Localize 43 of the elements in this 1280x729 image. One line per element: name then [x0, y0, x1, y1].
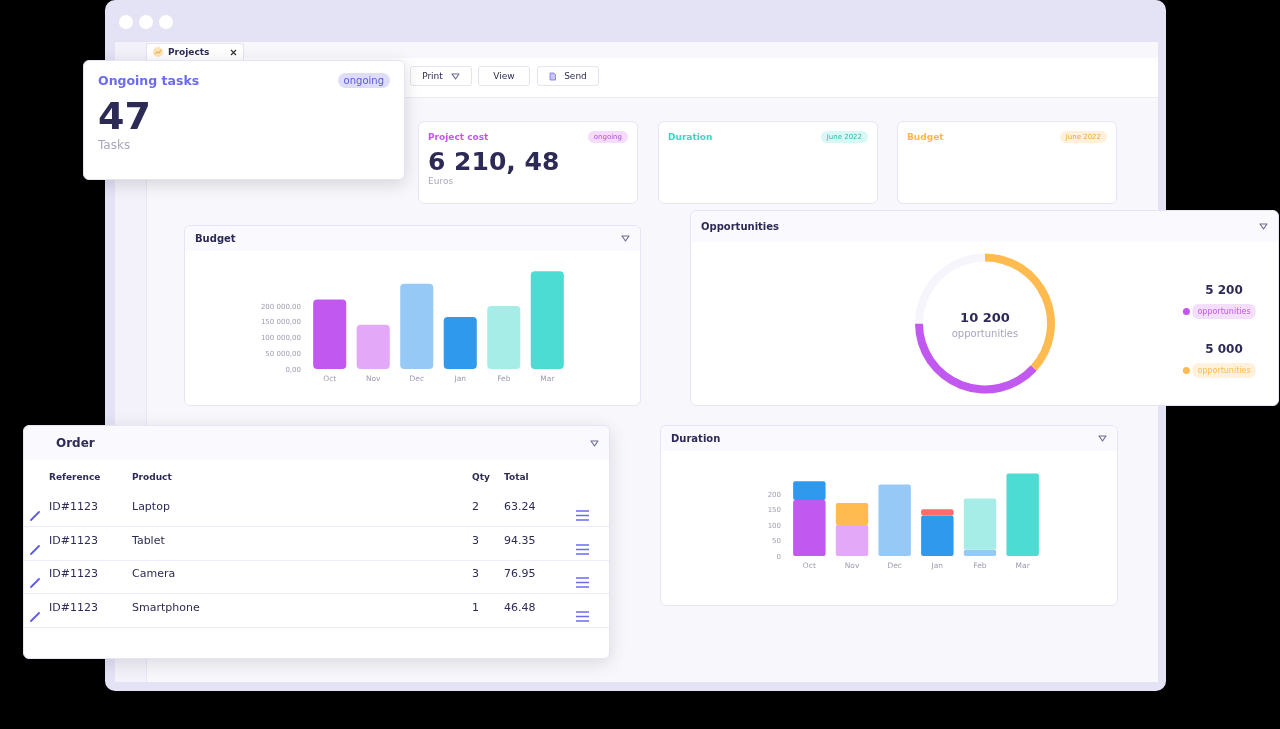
text: Total — [504, 472, 529, 482]
text: Camera — [132, 567, 176, 580]
text: Tasks — [98, 138, 132, 152]
text: Duration — [668, 132, 713, 142]
text: Duration — [671, 433, 721, 444]
text: 3 — [472, 567, 479, 580]
text: opportunities — [951, 327, 1019, 339]
text: Order — [56, 436, 95, 450]
text: ID#1123 — [49, 600, 98, 614]
text: 3 — [472, 533, 479, 547]
text: ID#1123 — [49, 533, 98, 547]
legend-label: opportunities — [1197, 366, 1251, 375]
text: Send — [564, 71, 587, 81]
text: 76.95 — [504, 567, 536, 580]
text: 46.48 — [504, 600, 536, 614]
text: Project cost — [428, 132, 489, 142]
text: 6 210, 48 — [428, 147, 561, 176]
text: View — [493, 71, 515, 81]
text: ID#1123 — [49, 567, 98, 580]
text: ID#1123 — [49, 500, 98, 513]
text: Smartphone — [132, 600, 200, 614]
text: 47 — [98, 94, 152, 138]
data-label: 5 000 — [1205, 342, 1243, 356]
text: 10 200 — [960, 309, 1010, 325]
text: Projects — [168, 47, 211, 57]
data-label: 5 200 — [1205, 283, 1243, 297]
text: 1 — [472, 600, 479, 614]
text: Reference — [49, 472, 101, 482]
text: Laptop — [132, 500, 170, 513]
text: Ongoing tasks — [98, 73, 200, 88]
text: Opportunities — [701, 221, 780, 232]
text: Qty — [472, 472, 490, 482]
text: ongoing — [337, 73, 390, 88]
text: 94.35 — [504, 533, 536, 547]
text: Product — [132, 472, 172, 482]
text: Euros — [428, 176, 455, 186]
text: Budget — [907, 132, 944, 142]
text: 2 — [472, 500, 479, 513]
text: Budget — [195, 233, 236, 244]
text: Print — [422, 71, 443, 81]
text: 63.24 — [504, 500, 536, 513]
legend-label: opportunities — [1197, 307, 1251, 316]
text: Tablet — [132, 533, 165, 547]
